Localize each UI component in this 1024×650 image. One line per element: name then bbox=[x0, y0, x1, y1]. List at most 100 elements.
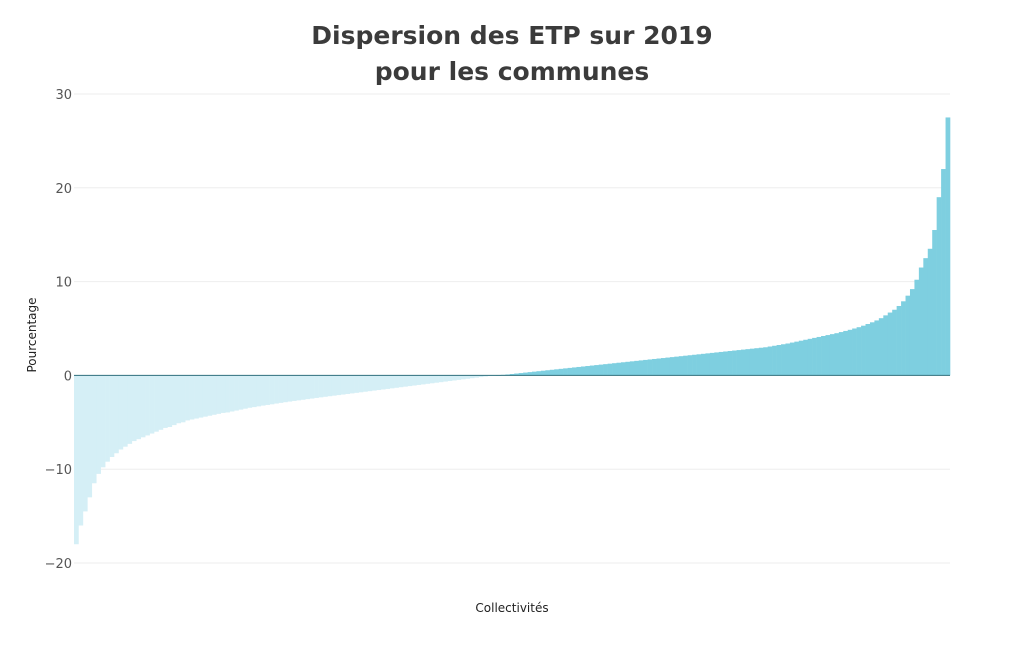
bar bbox=[772, 345, 777, 376]
bar bbox=[843, 330, 849, 376]
bar bbox=[874, 320, 880, 376]
bar bbox=[114, 375, 119, 454]
bar bbox=[798, 340, 804, 376]
bar bbox=[696, 354, 702, 376]
bar bbox=[638, 360, 644, 376]
bar bbox=[327, 375, 333, 397]
bar bbox=[171, 375, 177, 426]
bar bbox=[376, 375, 382, 391]
bar bbox=[354, 375, 359, 393]
bar bbox=[927, 248, 933, 376]
bar bbox=[185, 375, 190, 421]
bar bbox=[269, 375, 275, 405]
bar bbox=[234, 375, 239, 411]
bar bbox=[852, 328, 857, 376]
bar bbox=[660, 358, 666, 376]
bar bbox=[389, 375, 395, 389]
bar bbox=[318, 375, 324, 398]
bar bbox=[887, 312, 893, 376]
bar bbox=[336, 375, 342, 396]
bar bbox=[380, 375, 386, 390]
bar bbox=[118, 375, 124, 450]
bar bbox=[554, 369, 559, 376]
bar bbox=[869, 322, 875, 376]
bar bbox=[629, 361, 635, 376]
y-tick-label: −10 bbox=[45, 463, 72, 478]
bar bbox=[647, 359, 653, 376]
bar bbox=[167, 375, 173, 427]
bar bbox=[918, 267, 924, 376]
bar bbox=[620, 362, 626, 376]
bar bbox=[718, 351, 724, 376]
bar bbox=[883, 315, 889, 376]
y-axis-title: Pourcentage bbox=[25, 297, 39, 372]
bar bbox=[709, 352, 715, 376]
gridlines bbox=[74, 93, 950, 564]
bar bbox=[411, 375, 417, 386]
bar bbox=[465, 375, 471, 379]
bar bbox=[242, 375, 248, 409]
bar bbox=[96, 375, 101, 474]
bar bbox=[727, 351, 733, 376]
bar bbox=[941, 169, 946, 376]
bar bbox=[509, 373, 515, 376]
bar bbox=[238, 375, 244, 410]
bar bbox=[865, 323, 871, 376]
bar bbox=[834, 333, 840, 376]
bar bbox=[589, 365, 595, 376]
bar bbox=[603, 364, 608, 376]
bar bbox=[149, 375, 155, 434]
y-tick-label: 0 bbox=[64, 369, 72, 384]
bar bbox=[291, 375, 297, 401]
bar bbox=[274, 375, 279, 404]
bar bbox=[785, 343, 791, 376]
bar bbox=[225, 375, 230, 413]
bar bbox=[527, 372, 533, 376]
bar bbox=[260, 375, 266, 406]
bar bbox=[540, 370, 546, 376]
bar bbox=[220, 375, 226, 413]
bar bbox=[145, 375, 150, 436]
bar bbox=[776, 345, 782, 376]
bar bbox=[278, 375, 284, 403]
y-tick-label: 20 bbox=[55, 182, 72, 197]
y-tick-label: 10 bbox=[55, 276, 72, 291]
bar bbox=[176, 375, 182, 424]
chart-title: Dispersion des ETP sur 2019 pour les com… bbox=[0, 18, 1024, 90]
bar bbox=[438, 375, 444, 383]
bar bbox=[314, 375, 319, 398]
x-axis-title: Collectivités bbox=[475, 601, 548, 615]
bar bbox=[861, 325, 866, 376]
bar bbox=[683, 355, 688, 376]
bar bbox=[82, 375, 88, 512]
bar bbox=[754, 348, 760, 376]
bar bbox=[758, 347, 764, 376]
bar bbox=[736, 350, 742, 376]
bar bbox=[256, 375, 262, 407]
bar bbox=[558, 368, 564, 376]
bar bbox=[363, 375, 368, 392]
bar bbox=[247, 375, 253, 408]
bar bbox=[514, 373, 519, 376]
bar bbox=[945, 117, 951, 376]
bar bbox=[429, 375, 435, 384]
bar bbox=[625, 361, 631, 376]
bar bbox=[665, 357, 671, 376]
bar bbox=[732, 350, 737, 376]
bar bbox=[140, 375, 146, 438]
bar bbox=[202, 375, 208, 417]
bar bbox=[687, 355, 693, 376]
chart-title-line-2: pour les communes bbox=[374, 57, 650, 86]
bar bbox=[763, 347, 768, 376]
bar bbox=[420, 375, 426, 385]
bar bbox=[229, 375, 235, 412]
bar bbox=[901, 301, 906, 376]
bar bbox=[745, 349, 751, 376]
bar bbox=[825, 335, 831, 376]
bar bbox=[896, 305, 902, 376]
bar bbox=[109, 375, 115, 458]
bar bbox=[678, 356, 684, 376]
bar bbox=[425, 375, 431, 384]
bar bbox=[154, 375, 159, 432]
bar bbox=[211, 375, 217, 415]
